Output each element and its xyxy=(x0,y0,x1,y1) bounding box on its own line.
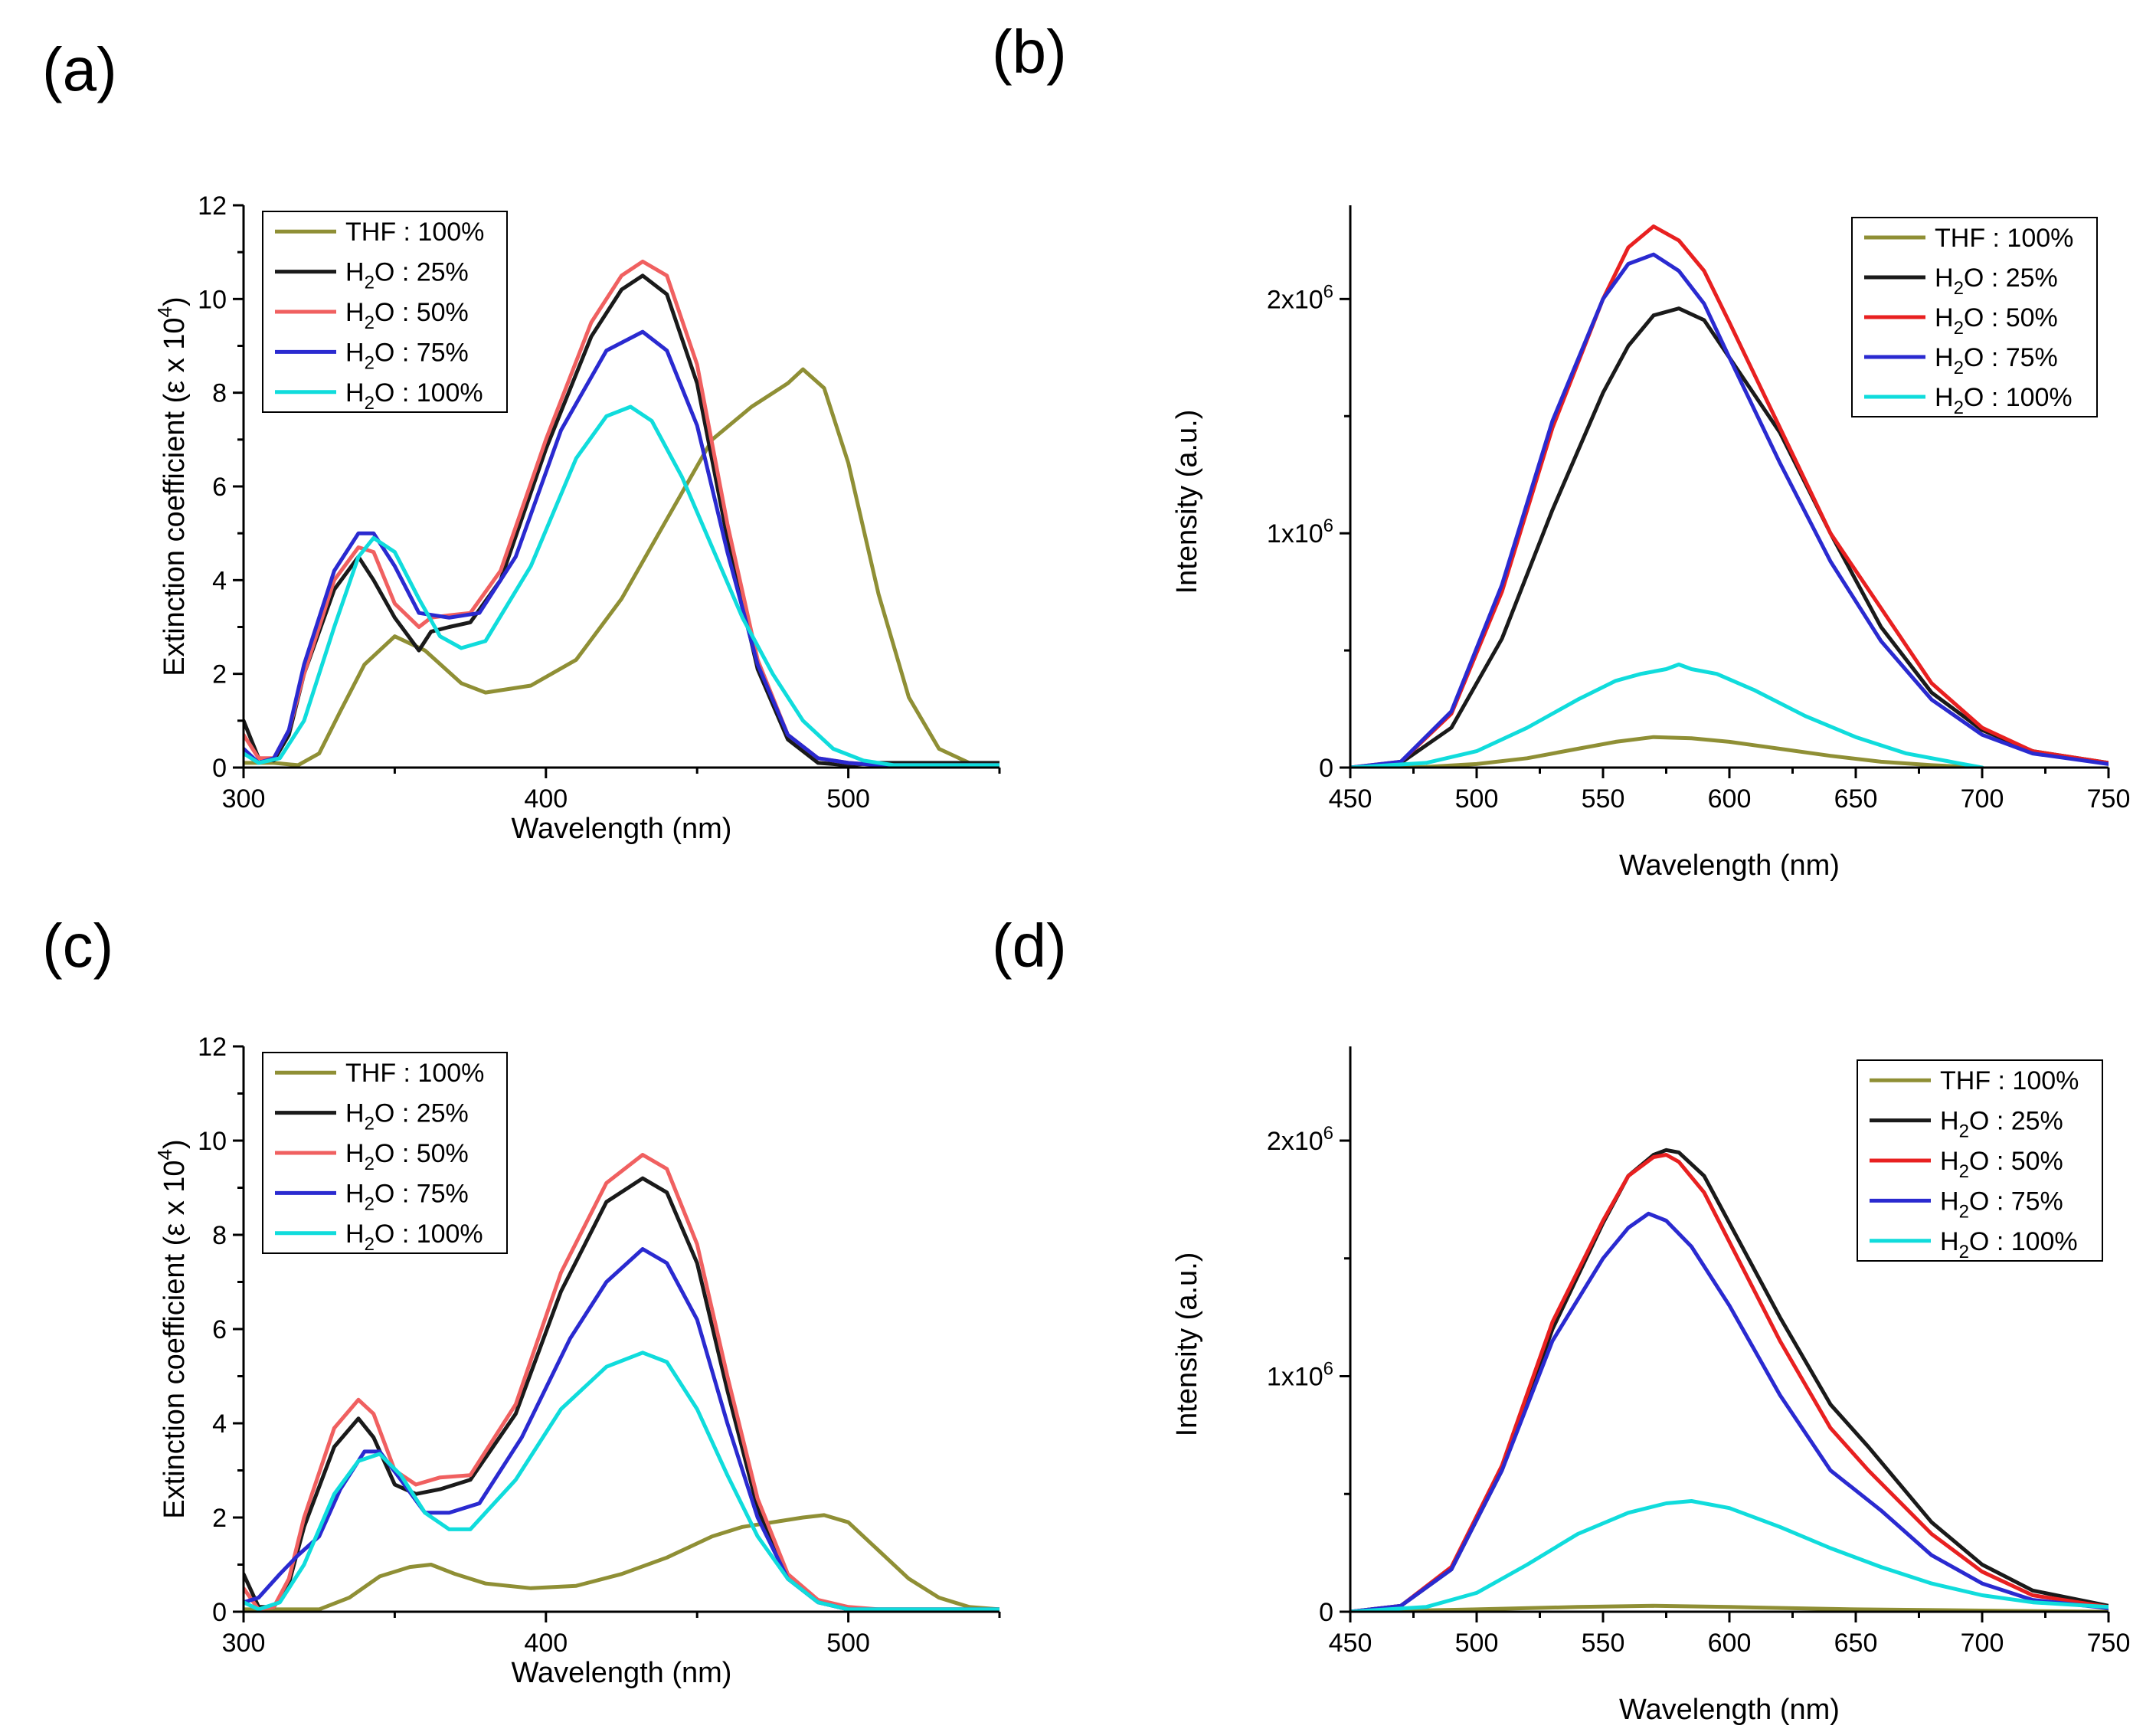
y-tick-label: 10 xyxy=(198,285,227,314)
y-tick-label: 6 xyxy=(212,1315,227,1344)
y-axis-label: Extinction coefficient (ε x 104) xyxy=(153,1139,191,1518)
x-tick-label: 400 xyxy=(524,784,568,814)
panel-a-absorption-chart: 300 400 500 0 2 4 6 8 10 12 Wavelength (nm) Extinct… xyxy=(153,192,1001,845)
y-axis-label: Intensity (a.u.) xyxy=(1171,1252,1203,1437)
x-axis-label: Wavelength (nm) xyxy=(1619,850,1840,882)
y-tick-label: 0 xyxy=(212,754,227,783)
series-line-0 xyxy=(244,367,999,768)
x-axis-label: Wavelength (nm) xyxy=(512,813,732,845)
x-tick-label: 750 xyxy=(2087,784,2131,814)
x-tick-label: 450 xyxy=(1329,1629,1372,1658)
x-tick-label: 300 xyxy=(222,784,266,814)
legend-label-0: THF : 100% xyxy=(1940,1066,2079,1095)
series-line-3 xyxy=(1350,1211,2109,1612)
y-axis-label: Extinction coefficient (ε x 104) xyxy=(153,296,191,676)
x-tick-label: 750 xyxy=(2087,1629,2131,1658)
panel-letter-b: (b) xyxy=(992,18,1067,86)
series-line-1 xyxy=(1350,306,2109,768)
x-tick-label: 700 xyxy=(1961,784,2004,814)
series-line-0 xyxy=(1350,735,1984,768)
x-tick-label: 300 xyxy=(222,1629,266,1658)
y-tick-label: 0 xyxy=(1319,1598,1333,1627)
series-line-4 xyxy=(244,1351,999,1612)
legend-label-1: H2O : 25% xyxy=(1935,264,2058,299)
x-tick-label: 550 xyxy=(1582,1629,1625,1658)
x-tick-label: 600 xyxy=(1708,784,1752,814)
x-tick-label: 700 xyxy=(1961,1629,2004,1658)
series-line-4 xyxy=(1350,662,1984,768)
y-tick-label: 8 xyxy=(212,379,227,408)
legend: THF : 100% H2O : 25% H2O : 50% H2O : 75% H2O… xyxy=(1851,217,2098,418)
panel-letter-d: (d) xyxy=(992,912,1067,980)
x-tick-label: 500 xyxy=(1455,784,1499,814)
legend-label-4: H2O : 100% xyxy=(345,378,483,414)
panel-letter-c: (c) xyxy=(42,912,113,980)
legend-label-1: H2O : 25% xyxy=(1940,1107,2063,1142)
legend: THF : 100% H2O : 25% H2O : 50% H2O : 75% H2O… xyxy=(1857,1059,2103,1262)
y-tick-label: 2x106 xyxy=(1267,1123,1333,1156)
legend-label-0: THF : 100% xyxy=(1935,224,2073,253)
y-tick-label: 8 xyxy=(212,1221,227,1250)
y-tick-label: 4 xyxy=(212,1410,227,1439)
legend-label-3: H2O : 75% xyxy=(1935,343,2058,378)
series-line-3 xyxy=(1350,252,2109,768)
series-line-0 xyxy=(1350,1603,2109,1612)
panel-c-absorption-chart: 300 400 500 0 2 4 6 8 10 12 Wavelength (nm) Extinct… xyxy=(153,1033,1001,1689)
y-tick-label: 0 xyxy=(1319,754,1333,783)
panel-d-emission-chart: 450 500 550 600 650 700 750 0 1x106 2x106 Waveleng… xyxy=(1171,1046,2130,1726)
legend-label-4: H2O : 100% xyxy=(1940,1227,2078,1262)
y-axis-label: Intensity (a.u.) xyxy=(1171,410,1203,594)
y-tick-label: 2 xyxy=(212,660,227,689)
y-tick-label: 12 xyxy=(198,1033,227,1062)
y-tick-label: 1x106 xyxy=(1267,516,1333,548)
legend-label-1: H2O : 25% xyxy=(345,1099,469,1134)
legend-label-4: H2O : 100% xyxy=(1935,383,2073,418)
legend-label-3: H2O : 75% xyxy=(345,1179,469,1214)
x-tick-label: 500 xyxy=(826,1629,870,1658)
y-tick-label: 4 xyxy=(212,566,227,595)
x-tick-label: 500 xyxy=(826,784,870,814)
x-axis-label: Wavelength (nm) xyxy=(512,1657,732,1689)
x-axis-label: Wavelength (nm) xyxy=(1619,1694,1840,1726)
legend-label-4: H2O : 100% xyxy=(345,1220,483,1255)
legend: THF : 100% H2O : 25% H2O : 50% H2O : 75% H2O… xyxy=(262,1052,508,1255)
y-tick-label: 2 xyxy=(212,1504,227,1533)
y-tick-label: 12 xyxy=(198,192,227,221)
y-tick-label: 0 xyxy=(212,1598,227,1627)
legend-label-2: H2O : 50% xyxy=(345,298,469,333)
y-tick-label: 6 xyxy=(212,473,227,502)
series-line-4 xyxy=(244,404,999,768)
x-tick-label: 650 xyxy=(1834,784,1878,814)
legend-label-3: H2O : 75% xyxy=(345,338,469,373)
series-line-2 xyxy=(1350,224,2109,768)
legend: THF : 100% H2O : 25% H2O : 50% H2O : 75% H2O… xyxy=(262,211,508,414)
x-tick-label: 450 xyxy=(1329,784,1372,814)
series-group xyxy=(244,259,999,768)
x-tick-label: 550 xyxy=(1582,784,1625,814)
legend-label-2: H2O : 50% xyxy=(1940,1147,2063,1182)
x-tick-label: 400 xyxy=(524,1629,568,1658)
panel-letter-a: (a) xyxy=(42,35,117,103)
series-group xyxy=(1350,224,2109,768)
panel-b-emission-chart: 450 500 550 600 650 700 750 0 1x106 2x106 Waveleng… xyxy=(1171,205,2130,882)
legend-label-3: H2O : 75% xyxy=(1940,1187,2063,1222)
x-tick-label: 600 xyxy=(1708,1629,1752,1658)
series-line-0 xyxy=(244,1513,999,1612)
y-tick-label: 2x106 xyxy=(1267,281,1333,314)
x-tick-label: 650 xyxy=(1834,1629,1878,1658)
legend-label-2: H2O : 50% xyxy=(1935,303,2058,339)
series-line-3 xyxy=(244,329,999,768)
series-group xyxy=(244,1153,999,1612)
legend-label-2: H2O : 50% xyxy=(345,1139,469,1174)
x-tick-label: 500 xyxy=(1455,1629,1499,1658)
y-tick-label: 1x106 xyxy=(1267,1359,1333,1392)
legend-label-0: THF : 100% xyxy=(345,218,484,247)
series-group xyxy=(1350,1148,2109,1612)
y-tick-label: 10 xyxy=(198,1127,227,1156)
legend-label-1: H2O : 25% xyxy=(345,258,469,293)
series-line-4 xyxy=(1350,1499,2109,1612)
legend-label-0: THF : 100% xyxy=(345,1059,484,1088)
